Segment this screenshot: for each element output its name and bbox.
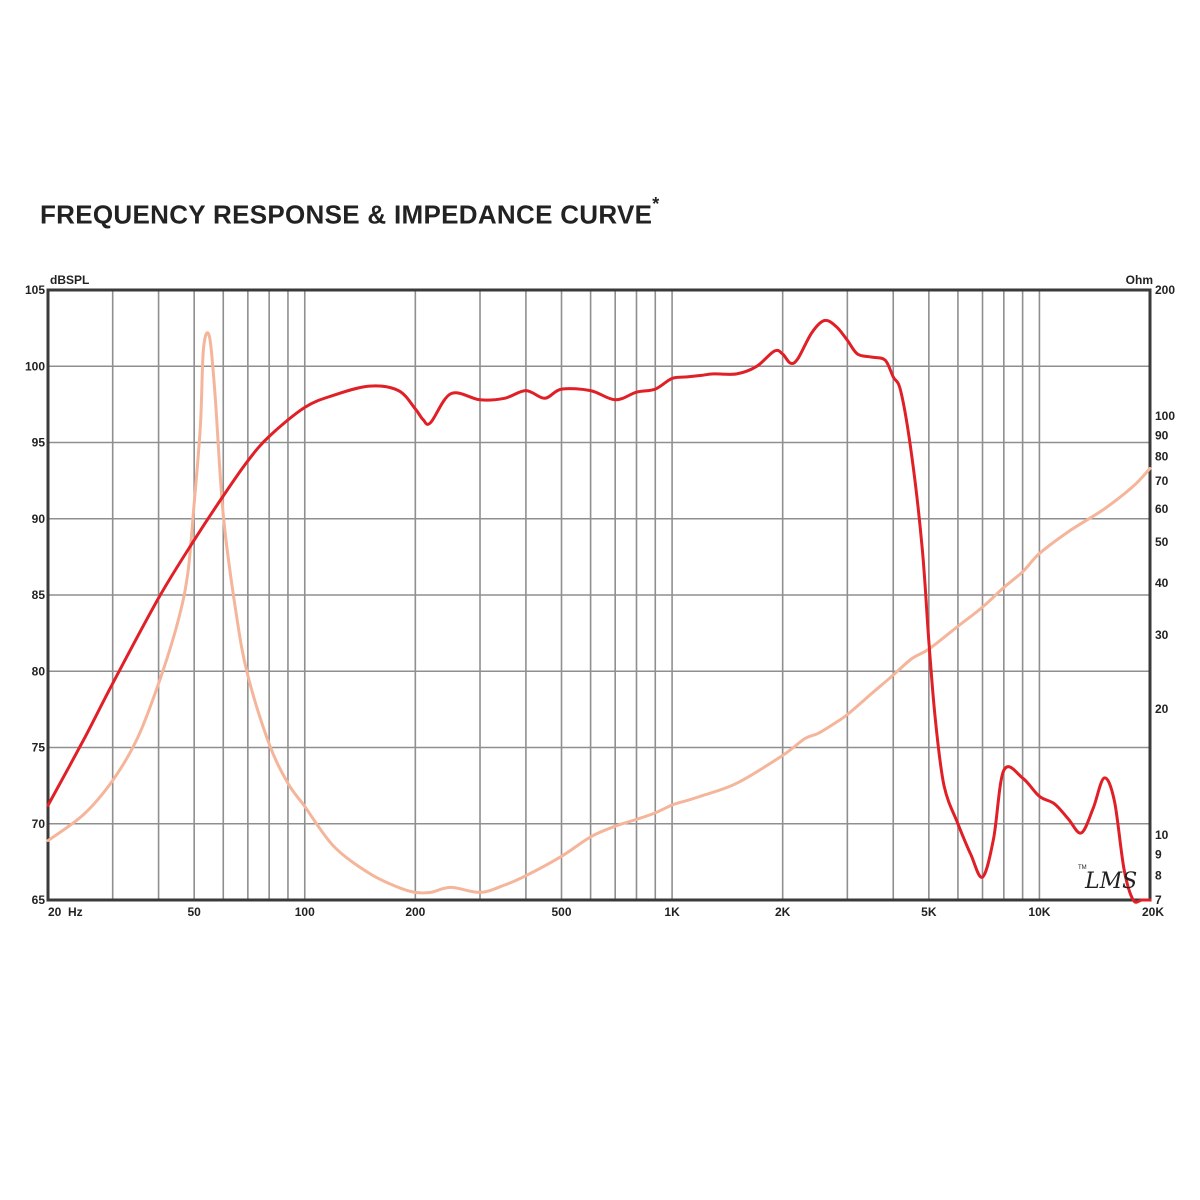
- y2-tick-label: 100: [1155, 409, 1175, 423]
- y2-tick-label: 70: [1155, 474, 1169, 488]
- y-axis-label: dBSPL: [50, 273, 89, 287]
- x-tick-label: 50: [187, 905, 201, 919]
- y-tick-label: 95: [32, 436, 46, 450]
- watermark-text: LMS: [1084, 869, 1137, 894]
- x-tick-label: 500: [551, 905, 571, 919]
- y-tick-label: 90: [32, 512, 46, 526]
- impedance-curve: [46, 331, 1152, 895]
- y2-tick-label: 8: [1155, 869, 1162, 883]
- lms-watermark: LMS TM: [1078, 865, 1137, 894]
- y-tick-label: 80: [32, 664, 46, 678]
- y-tick-label: 100: [25, 359, 45, 373]
- y2-tick-label: 50: [1155, 535, 1169, 549]
- x-tick-label: 1K: [664, 905, 680, 919]
- x-tick-label: 2K: [775, 905, 791, 919]
- chart-title-text: FREQUENCY RESPONSE & IMPEDANCE CURVE: [40, 199, 653, 230]
- series-lines: [46, 318, 1152, 904]
- chart-title: FREQUENCY RESPONSE & IMPEDANCE CURVE*: [40, 194, 660, 231]
- x-tick-label: 100: [295, 905, 315, 919]
- y2-tick-label: 20: [1155, 702, 1169, 716]
- watermark-trademark: TM: [1078, 865, 1087, 871]
- y2-tick-label: 7: [1155, 893, 1162, 907]
- y2-tick-label: 90: [1155, 428, 1169, 442]
- y-tick-label: 75: [32, 741, 46, 755]
- y2-axis-label: Ohm: [1126, 273, 1153, 287]
- y-tick-label: 105: [25, 283, 45, 297]
- y2-tick-label: 80: [1155, 450, 1169, 464]
- x-tick-label: 5K: [921, 905, 937, 919]
- y-tick-label: 70: [32, 817, 46, 831]
- x-tick-label: 10K: [1028, 905, 1050, 919]
- x-tick-label: 20K: [1142, 905, 1164, 919]
- y-tick-label: 65: [32, 893, 46, 907]
- chart-title-asterisk: *: [652, 194, 660, 214]
- axis-labels: dBSPL Ohm 65 70 75 80 85 90 95 100 105 7 8 9 10 20 30 4…: [25, 273, 1175, 919]
- y2-tick-label: 40: [1155, 576, 1169, 590]
- frequency-response-curve: [46, 318, 1152, 904]
- y2-tick-label: 10: [1155, 828, 1169, 842]
- y2-tick-label: 60: [1155, 502, 1169, 516]
- x-tick-label: 200: [405, 905, 425, 919]
- y2-tick-label: 200: [1155, 283, 1175, 297]
- plot-frame: [46, 288, 1152, 902]
- y2-tick-label: 9: [1155, 847, 1162, 861]
- x-tick-label: 20 Hz: [48, 905, 83, 919]
- y2-tick-label: 30: [1155, 628, 1169, 642]
- y-tick-label: 85: [32, 588, 46, 602]
